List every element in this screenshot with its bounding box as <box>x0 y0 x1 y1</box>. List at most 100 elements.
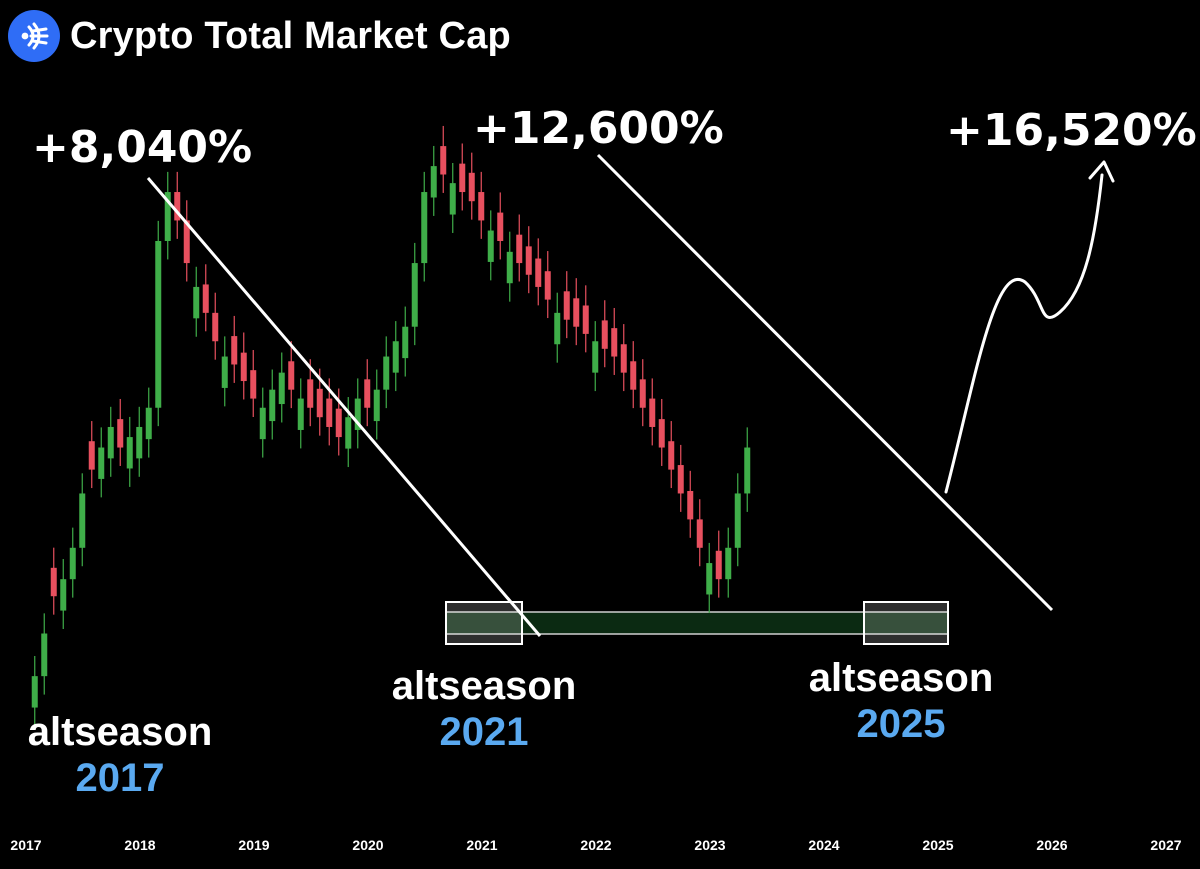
candle-body <box>155 240 162 408</box>
candle-body <box>307 379 314 408</box>
projection-curve <box>944 173 1104 494</box>
signal-waves-logo-icon <box>8 10 60 62</box>
x-tick-label: 2020 <box>352 837 383 853</box>
candle-body <box>573 298 580 327</box>
candle-body <box>582 305 589 334</box>
candle-body <box>516 234 523 264</box>
candle-body <box>706 563 713 595</box>
candle-body <box>164 192 171 241</box>
x-tick-label: 2024 <box>808 837 839 853</box>
x-tick-label: 2019 <box>238 837 269 853</box>
candle-body <box>715 550 722 580</box>
candle-body <box>326 398 333 427</box>
candle-body <box>411 263 418 327</box>
x-tick-label: 2017 <box>10 837 41 853</box>
candle-body <box>383 356 390 390</box>
x-tick-label: 2025 <box>922 837 953 853</box>
candle-body <box>69 547 76 580</box>
candle-body <box>364 379 371 408</box>
candle-body <box>183 220 190 264</box>
chart-title: Crypto Total Market Cap <box>70 14 511 57</box>
candle-body <box>725 547 732 580</box>
candle-body <box>41 633 48 677</box>
peak-2021-label: +12,600% <box>473 103 724 154</box>
altseason-2017-year: 2017 <box>76 756 165 800</box>
candle-body <box>421 192 428 264</box>
altseason-2021-box <box>445 601 523 645</box>
candle-body <box>506 251 513 284</box>
candle-body <box>335 408 342 438</box>
candle-body <box>449 183 456 215</box>
candle-body <box>231 336 238 365</box>
candle-body <box>345 417 352 449</box>
candle-body <box>468 172 475 202</box>
trendline-2021 <box>596 153 1054 612</box>
annotation-labels: +8,040% +12,600% +16,520% altseason 2017… <box>28 103 1197 800</box>
candle-body <box>212 312 219 342</box>
chart-header: Crypto Total Market Cap <box>8 10 511 62</box>
candle-body <box>535 258 542 287</box>
candle-body <box>601 320 608 349</box>
candle-body <box>31 676 38 708</box>
candle-body <box>259 407 266 440</box>
candle-body <box>392 341 399 373</box>
candle-body <box>478 192 485 221</box>
candle-body <box>744 447 751 494</box>
candle-body <box>497 212 504 241</box>
candle-body <box>630 361 637 390</box>
candle-body <box>544 271 551 300</box>
candle-body <box>668 441 675 470</box>
candle-body <box>297 398 304 430</box>
candle-body <box>677 465 684 494</box>
candle-body <box>107 426 114 459</box>
candle-body <box>563 291 570 320</box>
candle-body <box>487 230 494 262</box>
altseason-2025-year: 2025 <box>857 702 946 746</box>
candle-body <box>202 284 209 313</box>
altseason-2025-box <box>863 601 949 645</box>
trendline-2018 <box>146 177 542 637</box>
candle-body <box>278 372 285 405</box>
candle-body <box>60 579 67 611</box>
altseason-2021-label: altseason <box>392 664 577 708</box>
altseason-2017-label: altseason <box>28 710 213 754</box>
candle-body <box>88 441 95 470</box>
altseason-2025-label: altseason <box>809 656 994 700</box>
candle-body <box>50 567 57 597</box>
candle-body <box>430 166 437 198</box>
candle-body <box>288 361 295 390</box>
candle-body <box>126 437 133 469</box>
candle-body <box>554 312 561 345</box>
candle-body <box>525 246 532 275</box>
candle-body <box>592 341 599 373</box>
x-tick-label: 2022 <box>580 837 611 853</box>
x-axis: 2017 2018 2019 2020 2021 2022 2023 2024 2025 2026… <box>10 837 1181 853</box>
x-tick-label: 2023 <box>694 837 725 853</box>
candle-body <box>250 370 257 399</box>
x-tick-label: 2021 <box>466 837 497 853</box>
altseason-2021-year: 2021 <box>440 710 529 754</box>
candle-body <box>440 146 447 175</box>
candle-body <box>459 163 466 193</box>
candle-body <box>221 356 228 388</box>
candle-body <box>269 389 276 422</box>
candle-body <box>145 407 152 440</box>
candle-body <box>696 519 703 548</box>
candle-body <box>639 379 646 408</box>
peak-2018-label: +8,040% <box>32 122 252 173</box>
candle-body <box>193 286 200 319</box>
projection-arrow-icon <box>1088 160 1115 183</box>
candle-body <box>734 493 741 548</box>
peak-projected-label: +16,520% <box>946 105 1197 156</box>
candles-group <box>31 125 751 726</box>
x-tick-label: 2027 <box>1150 837 1181 853</box>
candle-body <box>117 419 124 448</box>
candle-body <box>620 344 627 373</box>
x-tick-label: 2026 <box>1036 837 1067 853</box>
annotation-overlay <box>146 153 1115 645</box>
x-tick-label: 2018 <box>124 837 155 853</box>
candle-body <box>354 398 361 430</box>
candle-body <box>79 493 86 548</box>
candle-body <box>611 328 618 357</box>
candle-body <box>174 192 181 221</box>
